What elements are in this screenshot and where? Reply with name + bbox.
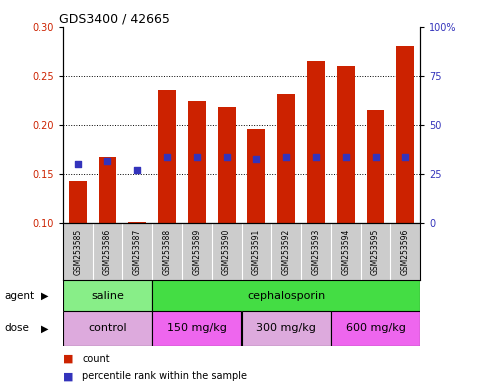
Text: GSM253591: GSM253591	[252, 228, 261, 275]
Text: 300 mg/kg: 300 mg/kg	[256, 323, 316, 333]
Point	[193, 154, 201, 160]
Bar	[128, 222, 146, 223]
Text: dose: dose	[5, 323, 30, 333]
Bar	[307, 61, 325, 223]
Text: GSM253596: GSM253596	[401, 228, 410, 275]
Text: agent: agent	[5, 291, 35, 301]
Bar	[69, 180, 86, 223]
Point	[312, 154, 320, 160]
Point	[223, 154, 230, 160]
Text: 150 mg/kg: 150 mg/kg	[167, 323, 227, 333]
Point	[133, 167, 141, 173]
Bar	[277, 94, 295, 223]
Point	[104, 158, 112, 164]
Text: GSM253588: GSM253588	[163, 228, 171, 275]
Text: GSM253585: GSM253585	[73, 228, 82, 275]
Point	[342, 154, 350, 160]
Text: saline: saline	[91, 291, 124, 301]
Text: GSM253594: GSM253594	[341, 228, 350, 275]
Bar	[218, 107, 236, 223]
Point	[74, 161, 82, 167]
Bar	[397, 46, 414, 223]
Point	[401, 154, 409, 160]
Text: ▶: ▶	[41, 291, 49, 301]
Bar	[152, 280, 420, 311]
Text: ■: ■	[63, 354, 73, 364]
Bar	[331, 311, 420, 346]
Text: GSM253586: GSM253586	[103, 228, 112, 275]
Text: percentile rank within the sample: percentile rank within the sample	[82, 371, 247, 381]
Point	[282, 154, 290, 160]
Text: GSM253595: GSM253595	[371, 228, 380, 275]
Text: GSM253590: GSM253590	[222, 228, 231, 275]
Point	[372, 154, 380, 160]
Bar	[337, 66, 355, 223]
Text: GSM253593: GSM253593	[312, 228, 320, 275]
Text: ■: ■	[63, 371, 73, 381]
Bar	[188, 101, 206, 223]
Bar	[63, 280, 152, 311]
Bar	[63, 311, 152, 346]
Text: cephalosporin: cephalosporin	[247, 291, 326, 301]
Text: count: count	[82, 354, 110, 364]
Text: GSM253587: GSM253587	[133, 228, 142, 275]
Bar	[158, 89, 176, 223]
Text: GSM253589: GSM253589	[192, 228, 201, 275]
Point	[253, 156, 260, 162]
Text: 600 mg/kg: 600 mg/kg	[346, 323, 405, 333]
Bar	[242, 311, 331, 346]
Bar	[247, 129, 265, 223]
Bar	[152, 311, 242, 346]
Text: ▶: ▶	[41, 323, 49, 333]
Text: control: control	[88, 323, 127, 333]
Text: GDS3400 / 42665: GDS3400 / 42665	[59, 13, 170, 26]
Point	[163, 154, 171, 160]
Bar	[367, 110, 384, 223]
Text: GSM253592: GSM253592	[282, 228, 291, 275]
Bar	[99, 157, 116, 223]
